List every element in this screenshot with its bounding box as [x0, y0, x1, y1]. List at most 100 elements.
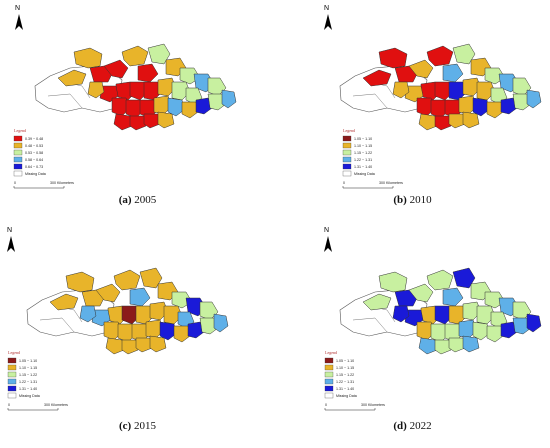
panel-letter: (d)	[393, 420, 407, 432]
map-region	[181, 101, 199, 119]
scale-line	[13, 186, 65, 189]
legend-title: Legend	[8, 350, 20, 355]
map-region	[426, 269, 454, 291]
legend-label: 1.22 ~ 1.31	[19, 380, 37, 384]
scale-zero: 0	[14, 181, 16, 185]
legend-swatch	[7, 364, 17, 371]
north-label: N	[324, 227, 330, 234]
map-region	[213, 313, 229, 333]
map-regions	[339, 267, 542, 355]
map-region	[448, 113, 466, 129]
map-region	[512, 317, 532, 335]
scale-zero: 0	[8, 403, 10, 407]
legend-label: 1.10 ~ 1.15	[19, 366, 37, 370]
legend-label: 1.15 ~ 1.22	[19, 373, 37, 377]
map-regions	[339, 43, 542, 131]
map-region	[512, 93, 532, 111]
legend-label: 1.05 ~ 1.10	[19, 359, 37, 363]
region-boundary	[47, 93, 83, 109]
panel-year: 2022	[409, 420, 432, 432]
legend-label: 1.10 ~ 1.15	[354, 144, 372, 148]
map-region	[173, 325, 191, 343]
map-region	[448, 81, 468, 101]
panel-letter: (c)	[119, 420, 132, 432]
scale-unit: 300 Kilometers	[361, 403, 385, 407]
map-regions	[34, 43, 237, 131]
scale-bar: 0 300 Kilometers	[324, 403, 385, 411]
map-region	[408, 59, 434, 79]
panel-year: 2010	[409, 194, 432, 206]
map-region	[89, 65, 113, 83]
legend-label: 0.58 ~ 0.64	[25, 158, 43, 162]
legend-label: 1.10 ~ 1.15	[336, 366, 354, 370]
scale-unit: 300 Kilometers	[50, 181, 74, 185]
map-region	[486, 325, 504, 343]
map-region	[135, 305, 155, 325]
map-legend: Legend 0.39 ~ 0.48 0.48 ~ 0.53 0.53 ~ 0.58 0…	[13, 128, 46, 177]
legend-swatch	[342, 156, 352, 163]
map-region	[392, 81, 410, 99]
map-regions	[26, 267, 229, 355]
map-region	[135, 337, 153, 353]
map-panel-d: N Legend 1.05 ~ 1.10 1.10 ~ 1.15 1.15 ~ 1.2…	[275, 224, 550, 448]
legend-label: 0.48 ~ 0.53	[25, 144, 43, 148]
choropleth-map: Legend 1.05 ~ 1.10 1.10 ~ 1.15 1.15 ~ 1.22 1…	[324, 267, 542, 411]
scale-unit: 300 Kilometers	[379, 181, 403, 185]
panel-year: 2005	[134, 194, 157, 206]
panel-year: 2015	[133, 420, 156, 432]
panel-letter: (b)	[393, 194, 407, 206]
scale-line	[324, 408, 376, 411]
legend-label: 1.05 ~ 1.10	[336, 359, 354, 363]
scale-line	[7, 408, 59, 411]
map-region	[167, 97, 185, 117]
legend-swatch	[13, 135, 23, 142]
map-region	[79, 305, 97, 323]
legend-swatch-missing	[7, 392, 17, 399]
map-region	[199, 317, 219, 335]
legend-swatch	[7, 378, 17, 385]
legend-label: 0.64 ~ 0.73	[25, 165, 43, 169]
map-legend: Legend 1.05 ~ 1.10 1.10 ~ 1.15 1.15 ~ 1.22 1…	[342, 128, 375, 177]
region-boundary	[352, 93, 388, 109]
legend-label: 1.22 ~ 1.31	[354, 158, 372, 162]
legend-swatch	[324, 385, 334, 392]
legend-swatch-missing	[13, 170, 23, 177]
legend-label: 1.22 ~ 1.31	[336, 380, 354, 384]
map-region	[65, 271, 95, 293]
map-region	[147, 43, 171, 65]
map-region	[57, 69, 87, 87]
map-region	[486, 101, 504, 119]
map-region	[137, 63, 159, 83]
map-region	[149, 335, 167, 353]
map-region	[362, 293, 392, 311]
map-region	[139, 267, 163, 289]
map-region	[426, 45, 454, 67]
scale-bar: 0 300 Kilometers	[7, 403, 68, 411]
legend-swatch	[342, 135, 352, 142]
map-region	[73, 47, 103, 69]
choropleth-map: Legend 1.05 ~ 1.10 1.10 ~ 1.15 1.15 ~ 1.22 1…	[7, 267, 229, 411]
map-region	[526, 313, 542, 333]
legend-swatch	[342, 142, 352, 149]
map-region	[157, 111, 175, 129]
north-arrow-icon: N	[4, 227, 18, 254]
north-arrow-icon: N	[321, 227, 335, 254]
scale-line	[342, 186, 394, 189]
legend-label: 1.05 ~ 1.10	[354, 137, 372, 141]
legend-label-missing: Missing Data	[19, 394, 40, 398]
map-region	[378, 47, 408, 69]
north-arrow-icon: N	[321, 5, 335, 32]
map-region	[121, 339, 139, 355]
map-region	[103, 59, 129, 79]
scale-zero: 0	[343, 181, 345, 185]
map-region	[143, 81, 163, 101]
map-region	[408, 283, 434, 303]
panel-letter: (a)	[118, 194, 132, 206]
map-legend: Legend 1.05 ~ 1.10 1.10 ~ 1.15 1.15 ~ 1.22 1…	[324, 350, 357, 399]
map-panel-a: N Legend 0.39 ~ 0.48 0.48 ~ 0.53 0.53 ~ 0.5…	[0, 0, 275, 224]
map-region	[221, 89, 237, 109]
map-region	[418, 337, 438, 355]
map-region	[500, 321, 518, 339]
choropleth-map: Legend 0.39 ~ 0.48 0.48 ~ 0.53 0.53 ~ 0.58 0…	[13, 43, 237, 189]
map-region	[187, 321, 205, 339]
